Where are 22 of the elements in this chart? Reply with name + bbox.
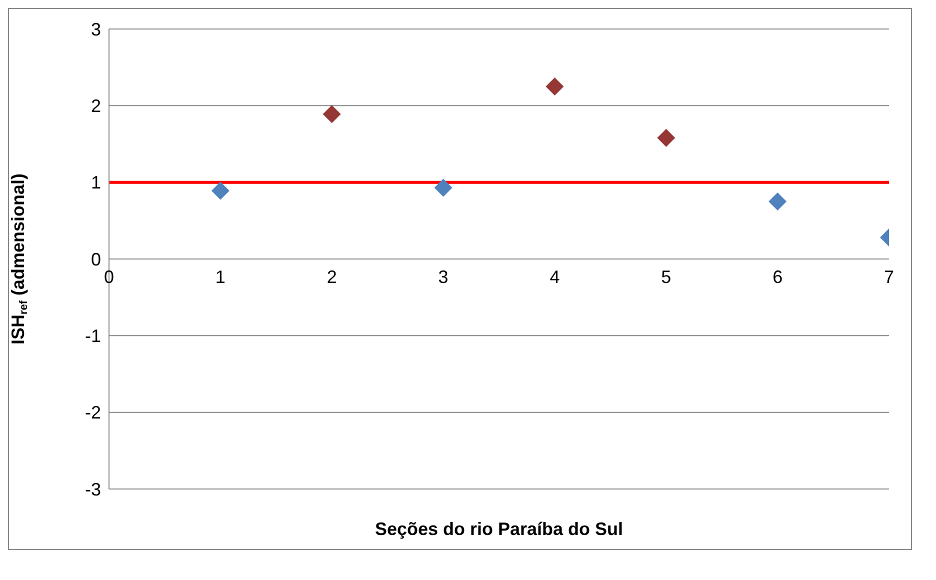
x-tick-label: 3 (438, 267, 448, 287)
point (657, 128, 676, 147)
point (211, 182, 230, 200)
y-tick-label: -3 (84, 479, 101, 500)
x-tick-label: 4 (550, 267, 560, 287)
point (768, 192, 787, 210)
y-tick-label: 0 (90, 249, 101, 270)
point (546, 78, 564, 96)
y-tick-label: -1 (84, 326, 101, 346)
point (434, 178, 452, 197)
y-tick-label: 3 (90, 19, 101, 40)
x-axis-title: Seções do rio Paraíba do Sul (374, 519, 624, 540)
x-tick-label: 7 (884, 267, 894, 287)
y-tick-label: 1 (90, 172, 101, 193)
x-tick-label: 5 (661, 267, 672, 287)
y-tick-label: 2 (90, 96, 101, 116)
point (322, 105, 341, 124)
x-tick-label: 6 (772, 267, 783, 287)
x-tick-label: 2 (326, 267, 337, 287)
x-tick-label: 0 (104, 267, 114, 287)
y-tick-label: -2 (84, 402, 101, 423)
x-tick-label: 1 (215, 267, 226, 287)
